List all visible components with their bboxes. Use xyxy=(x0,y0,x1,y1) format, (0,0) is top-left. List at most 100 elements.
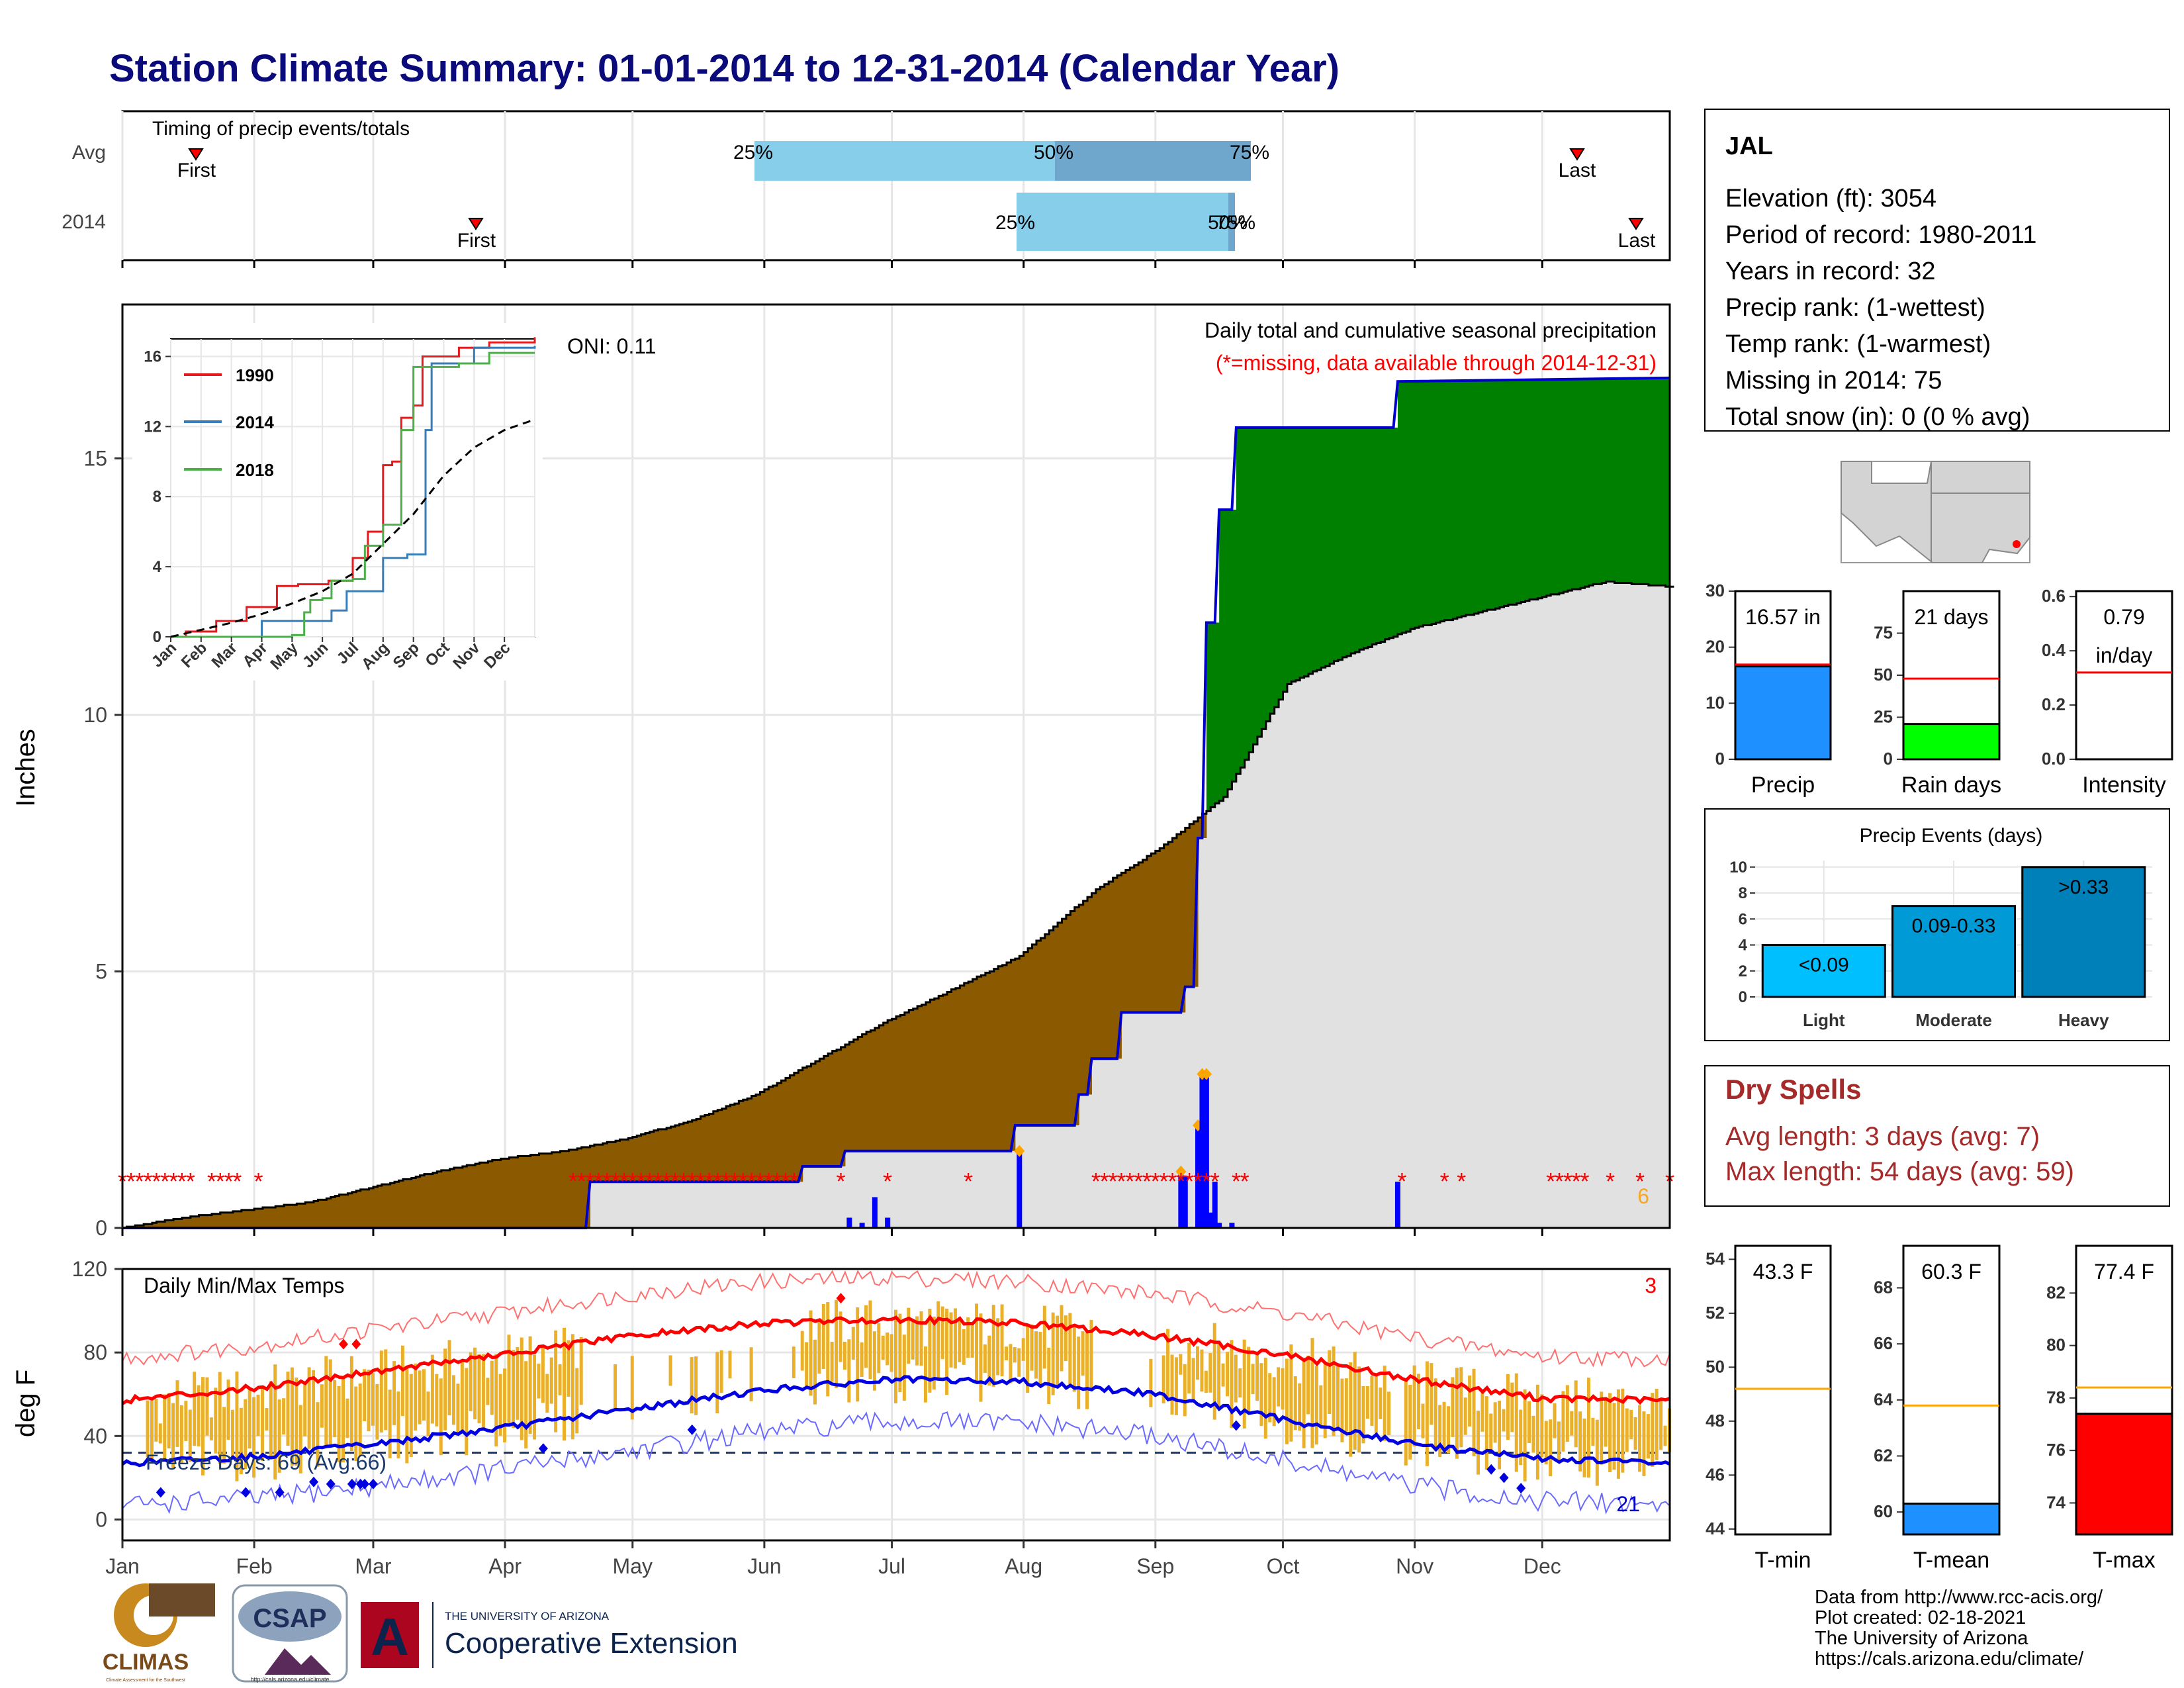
precip-deficit-band xyxy=(148,1224,153,1228)
temp-daily-bar xyxy=(1306,1355,1310,1415)
temp-daily-bar xyxy=(516,1346,520,1420)
temp-daily-bar xyxy=(1561,1391,1565,1452)
precip-deficit-band xyxy=(169,1220,174,1228)
temp-daily-bar xyxy=(1323,1361,1327,1438)
temp-daily-bar xyxy=(1293,1376,1297,1430)
precip-surplus-band xyxy=(1602,379,1607,583)
missing-day-marker: * xyxy=(1635,1168,1645,1195)
precip-deficit-band xyxy=(883,1023,888,1151)
timing-2014-first: First xyxy=(457,230,496,252)
temp-daily-bar xyxy=(1489,1413,1493,1452)
precip-surplus-band xyxy=(1355,428,1360,653)
precip-deficit-band xyxy=(862,1034,867,1151)
precip-deficit-band xyxy=(288,1205,293,1228)
temp-daily-bar xyxy=(1234,1354,1238,1403)
timing-2014-bar-25-50 xyxy=(1017,193,1235,251)
precip-deficit-band xyxy=(390,1183,395,1228)
temp-daily-bar xyxy=(367,1370,371,1432)
missing-day-marker: * xyxy=(144,1168,153,1195)
precip-events-plot: 0 2 4 6 8 10 <0.09 Light 0.09-0.33 Moderate >0.33 H… xyxy=(1729,859,2152,1030)
tmax-summary-y-tick-label: 80 xyxy=(2046,1335,2066,1355)
precip-deficit-band xyxy=(246,1209,251,1228)
precip-deficit-band xyxy=(828,1053,833,1166)
precip-deficit-band xyxy=(471,1165,476,1228)
precip-surplus-band xyxy=(1236,428,1241,774)
precip-deficit-band xyxy=(144,1224,149,1228)
precip-deficit-band xyxy=(339,1194,344,1228)
missing-day-marker: * xyxy=(755,1168,764,1195)
tmean-summary-frame xyxy=(1902,1244,2001,1536)
precip-surplus-band xyxy=(1521,379,1526,602)
station-info: JAL Elevation (ft): 3054 Period of recor… xyxy=(1704,109,2170,432)
temp-daily-bar xyxy=(167,1393,171,1449)
precip-deficit-band xyxy=(186,1217,191,1228)
temp-daily-bar xyxy=(1000,1304,1004,1377)
precip-deficit-band xyxy=(1023,952,1028,1125)
precip-surplus-band xyxy=(1316,428,1322,671)
temp-daily-bar xyxy=(392,1361,396,1425)
precip-deficit-band xyxy=(522,1156,527,1228)
precip-deficit-band xyxy=(1087,897,1092,1095)
temp-daily-bar xyxy=(460,1360,464,1433)
precip-deficit-band xyxy=(764,1089,769,1182)
temp-y-tick-label: 0 xyxy=(95,1507,107,1531)
precip-deficit-band xyxy=(322,1199,327,1228)
precip-deficit-band xyxy=(551,1152,557,1228)
precip-deficit-band xyxy=(730,1105,735,1182)
temp-daily-bar xyxy=(1328,1350,1332,1414)
temp-daily-bar xyxy=(384,1349,388,1430)
precip-surplus-band xyxy=(1516,379,1522,604)
precip-deficit-band xyxy=(1040,938,1046,1125)
precip-deficit-band xyxy=(173,1219,178,1228)
temp-daily-bar xyxy=(945,1308,949,1395)
timing-avg-p75: 75% xyxy=(1230,142,1269,164)
precip-deficit-band xyxy=(160,1221,165,1228)
temp-daily-bar xyxy=(418,1370,422,1425)
precip-surplus-band xyxy=(1542,379,1547,597)
precip-y-tick-label: 10 xyxy=(83,703,107,727)
precip-surplus-band xyxy=(1486,380,1492,610)
temp-daily-bar xyxy=(1017,1348,1021,1377)
precip-deficit-band xyxy=(581,1147,586,1228)
missing-day-marker: * xyxy=(186,1168,195,1195)
events-y-tick-label: 6 xyxy=(1739,910,1747,928)
precip-deficit-band xyxy=(1130,867,1135,1013)
ua-logo-small: THE UNIVERSITY OF ARIZONA xyxy=(445,1610,610,1622)
temp-daily-bar xyxy=(486,1378,490,1405)
precip-deficit-band xyxy=(1172,838,1177,1013)
temp-daily-bar xyxy=(872,1331,876,1391)
temp-daily-bar xyxy=(817,1322,821,1374)
precip-surplus-band xyxy=(1351,428,1356,653)
temp-daily-bar xyxy=(923,1346,927,1403)
temp-daily-bar xyxy=(1663,1425,1667,1446)
precip-deficit-band xyxy=(394,1182,399,1228)
precip-deficit-band xyxy=(190,1216,195,1228)
events-y-tick-label: 2 xyxy=(1739,962,1747,980)
temp-daily-bar xyxy=(1646,1414,1650,1459)
missing-day-marker: * xyxy=(721,1168,731,1195)
temp-daily-bar xyxy=(409,1374,413,1457)
temp-daily-bar xyxy=(452,1375,455,1425)
temp-daily-bar xyxy=(958,1320,962,1362)
precip-deficit-band xyxy=(318,1199,323,1228)
precip-deficit-band xyxy=(786,1078,790,1182)
missing-day-marker: * xyxy=(739,1168,748,1195)
temp-daily-bar xyxy=(996,1318,1000,1376)
temp-daily-bar xyxy=(1621,1388,1625,1473)
page-title: Station Climate Summary: 01-01-2014 to 1… xyxy=(109,47,1340,90)
temp-daily-bar xyxy=(214,1387,218,1454)
precip-y-tick-label: 15 xyxy=(83,447,107,471)
missing-day-marker: * xyxy=(688,1168,697,1195)
temp-daily-bar xyxy=(1625,1408,1629,1452)
temp-daily-bar xyxy=(469,1352,473,1411)
timing-title: Timing of precip events/totals xyxy=(152,118,410,140)
temp-daily-bar xyxy=(932,1316,936,1390)
temp-daily-bar xyxy=(1009,1344,1013,1383)
tmean-summary-y-tick-label: 68 xyxy=(1874,1277,1893,1297)
tmin-summary-frame xyxy=(1734,1244,1832,1536)
temp-daily-bar xyxy=(1179,1354,1183,1375)
missing-day-marker: * xyxy=(224,1168,234,1195)
temp-record-marker xyxy=(1499,1472,1509,1483)
precip-deficit-band xyxy=(653,1130,659,1182)
temp-daily-bar xyxy=(456,1383,460,1434)
